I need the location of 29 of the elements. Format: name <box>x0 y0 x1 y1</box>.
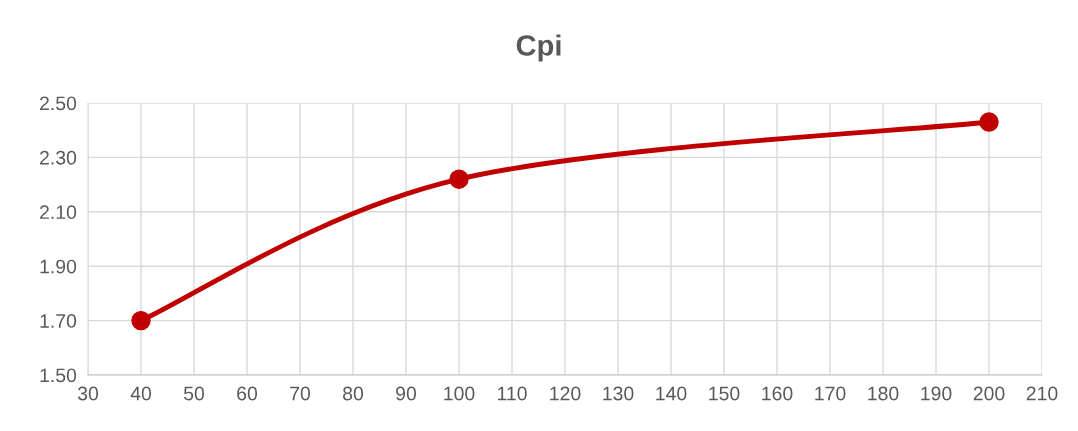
x-tick-label: 70 <box>290 386 311 401</box>
y-tick-label: 2.50 <box>40 96 77 111</box>
x-tick-label: 160 <box>762 386 793 401</box>
x-tick-label: 150 <box>709 386 740 401</box>
point <box>979 112 999 132</box>
x-tick-label: 60 <box>237 386 258 401</box>
x-tick-label: 190 <box>921 386 952 401</box>
y-tick-label: 2.10 <box>40 205 77 220</box>
x-tick-label: 170 <box>815 386 846 401</box>
x-tick-label: 100 <box>444 386 475 401</box>
point <box>449 169 469 189</box>
y-tick-label: 1.70 <box>40 314 77 328</box>
y-tick-label: 1.90 <box>40 259 77 274</box>
y-tick-label: 1.50 <box>40 368 77 383</box>
x-tick-label: 120 <box>550 386 581 401</box>
x-tick-label: 130 <box>603 386 634 401</box>
x-tick-label: 210 <box>1026 386 1058 401</box>
x-tick-label: 30 <box>77 386 99 401</box>
point <box>131 310 151 331</box>
y-tick-label: 2.30 <box>40 150 77 165</box>
x-tick-label: 80 <box>343 386 364 401</box>
x-tick-label: 50 <box>183 386 205 401</box>
x-tick-label: 180 <box>868 386 899 401</box>
x-tick-label: 140 <box>656 386 687 401</box>
x-tick-label: 110 <box>497 386 527 401</box>
x-tick-label: 200 <box>973 386 1005 401</box>
x-tick-label: 40 <box>130 386 152 401</box>
x-tick-label: 90 <box>396 386 417 401</box>
chart-title: Cpi <box>516 34 561 62</box>
